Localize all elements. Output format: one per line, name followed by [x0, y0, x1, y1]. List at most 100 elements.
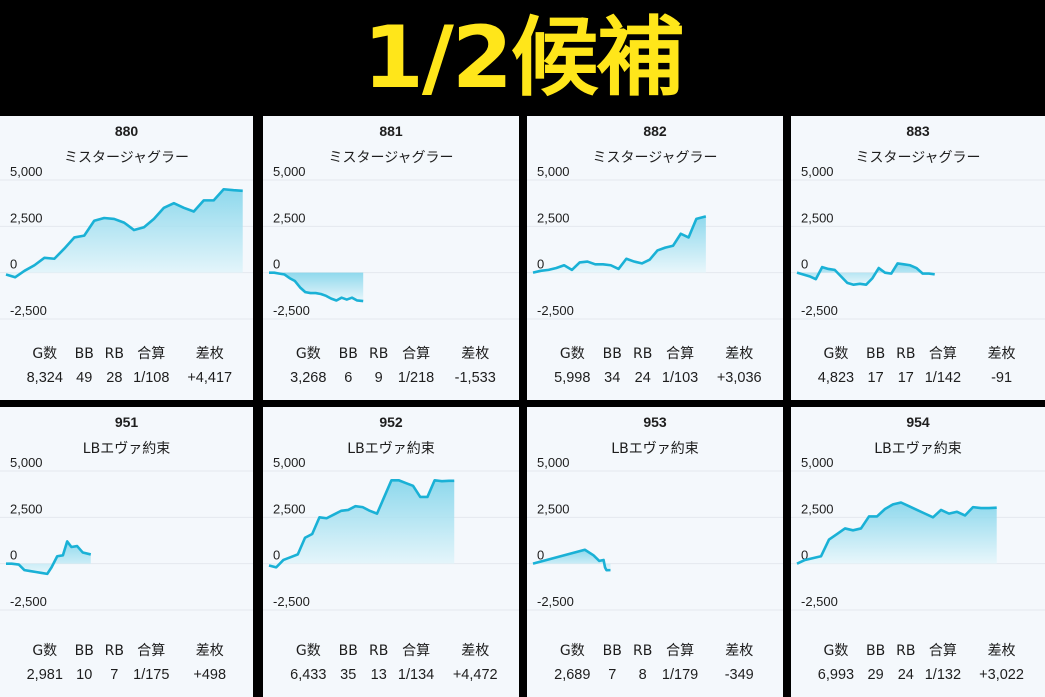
stat-value: 4,823	[817, 370, 855, 386]
stat-value: +3,036	[716, 370, 762, 386]
y-tick-label: 5,000	[537, 455, 570, 470]
area-fill	[6, 189, 243, 278]
slump-chart: 5,000 2,500 0 -2,500	[527, 164, 783, 320]
y-tick-label: -2,500	[273, 594, 310, 609]
stats-table: G数 2,981 BB 10 RB 7 合算 1/175 差枚 +498	[0, 639, 253, 697]
stat-value: 29	[867, 667, 884, 683]
stat-value: 24	[897, 667, 914, 683]
y-tick-label: 2,500	[801, 501, 834, 516]
stat-header: 差枚	[987, 643, 1016, 659]
y-tick-label: -2,500	[273, 303, 310, 318]
series-line	[269, 271, 364, 303]
series-line	[6, 540, 92, 576]
stat-value: 24	[634, 370, 651, 386]
stat-column: BB 35	[330, 639, 366, 687]
stat-value: 1/175	[133, 667, 170, 683]
machine-model: LBエヴァ約束	[611, 441, 699, 457]
stat-header: G数	[559, 346, 585, 362]
series-line	[268, 478, 455, 569]
stat-value: 7	[110, 667, 119, 683]
stat-column: 差枚 -349	[702, 639, 776, 687]
stat-header: 合算	[928, 643, 957, 659]
series-line	[796, 501, 997, 565]
y-tick-label: 2,500	[537, 210, 570, 225]
stat-header: 合算	[402, 346, 431, 362]
stat-value: +4,417	[187, 370, 233, 386]
stat-column: G数 4,823	[804, 342, 868, 390]
y-tick-label: 0	[273, 257, 280, 272]
y-tick-label: 0	[10, 257, 17, 272]
stat-column: 合算 1/103	[652, 342, 708, 390]
stat-header: G数	[295, 643, 321, 659]
machine-number: 953	[643, 414, 667, 430]
slump-chart: 5,000 2,500 0 -2,500	[0, 455, 253, 611]
stat-value: 17	[867, 370, 884, 386]
banner-title: 1/2候補	[362, 8, 684, 108]
y-tick-label: 2,500	[537, 501, 570, 516]
stat-column: 合算 1/142	[915, 342, 971, 390]
stat-column: RB 24	[888, 639, 924, 687]
area-fill	[269, 272, 364, 302]
stats-table: G数 6,433 BB 35 RB 13 合算 1/134 差枚 +4,472	[263, 639, 519, 697]
stat-header: G数	[559, 643, 585, 659]
stat-value: +3,022	[979, 667, 1024, 683]
area-fill	[797, 502, 997, 564]
stats-table: G数 5,998 BB 34 RB 24 合算 1/103 差枚 +3,036	[527, 342, 783, 400]
stat-value: 9	[374, 370, 383, 386]
stat-column: 合算 1/132	[915, 639, 971, 687]
y-tick-label: 0	[273, 548, 280, 563]
machine-panel-953: 953 LBエヴァ約束 5,000 2,500 0 -2,500 G数 2,689 BB 7 RB 8…	[527, 407, 783, 697]
stat-value: 13	[370, 667, 387, 683]
y-tick-label: 5,000	[273, 455, 306, 470]
y-tick-label: 2,500	[801, 210, 834, 225]
stat-column: 差枚 +4,417	[173, 342, 247, 390]
machine-model: ミスタージャグラー	[63, 150, 190, 166]
stat-value: 35	[340, 667, 357, 683]
stat-value: -91	[991, 370, 1013, 386]
series-line	[5, 187, 243, 279]
stat-value: -1,533	[454, 370, 496, 386]
slump-chart: 5,000 2,500 0 -2,500	[791, 164, 1045, 320]
stat-column: BB 10	[66, 639, 102, 687]
stats-table: G数 6,993 BB 29 RB 24 合算 1/132 差枚 +3,022	[791, 639, 1045, 697]
y-tick-label: 0	[537, 257, 544, 272]
stat-value: -349	[724, 667, 754, 683]
stat-value: 1/108	[133, 370, 170, 386]
stat-value: 6,433	[290, 667, 327, 683]
machine-number: 882	[643, 123, 667, 139]
stat-value: 6,993	[817, 667, 855, 683]
stat-column: G数 3,268	[276, 342, 340, 390]
stat-column: 合算 1/218	[388, 342, 444, 390]
stat-value: 3,268	[290, 370, 327, 386]
stat-header: 合算	[137, 643, 166, 659]
slump-chart: 5,000 2,500 0 -2,500	[0, 164, 253, 320]
area-fill	[6, 541, 91, 574]
panel-grid: 880 ミスタージャグラー 5,000 2,500 0 -2,500 G数 8,324 BB 49…	[0, 116, 1045, 697]
stat-column: 差枚 +498	[173, 639, 247, 687]
machine-number: 883	[906, 123, 930, 139]
y-tick-label: -2,500	[801, 594, 838, 609]
y-tick-label: 2,500	[273, 501, 306, 516]
stat-value: +4,472	[452, 667, 498, 683]
machine-model: LBエヴァ約束	[347, 441, 435, 457]
machine-number: 881	[379, 123, 403, 139]
stat-header: RB	[633, 643, 653, 659]
machine-model: ミスタージャグラー	[592, 150, 718, 166]
stat-header: G数	[32, 346, 58, 362]
y-tick-label: 2,500	[273, 210, 306, 225]
stat-column: BB 6	[330, 342, 366, 390]
series-line	[796, 262, 935, 287]
machine-model: LBエヴァ約束	[874, 441, 962, 457]
stat-header: RB	[104, 643, 125, 659]
y-tick-label: 5,000	[801, 164, 834, 179]
machine-number: 954	[906, 414, 930, 430]
stats-table: G数 4,823 BB 17 RB 17 合算 1/142 差枚 -91	[791, 342, 1045, 400]
y-tick-label: -2,500	[537, 594, 574, 609]
stat-value: 49	[76, 370, 93, 386]
stat-header: 差枚	[195, 346, 224, 362]
stat-header: 差枚	[461, 346, 490, 362]
stat-column: RB 24	[625, 342, 661, 390]
y-tick-label: -2,500	[537, 303, 574, 318]
stat-column: RB 13	[361, 639, 397, 687]
stat-column: BB 49	[66, 342, 102, 390]
